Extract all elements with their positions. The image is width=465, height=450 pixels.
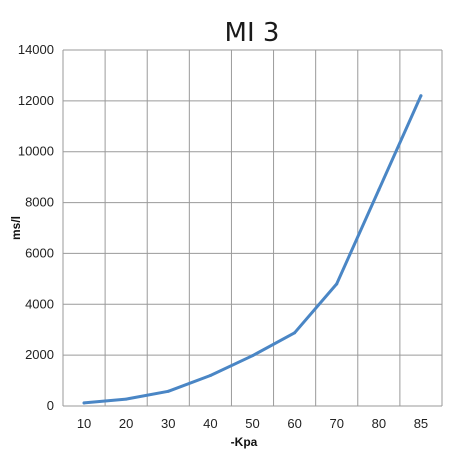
x-tick-label: 30 xyxy=(161,416,175,431)
data-point xyxy=(293,331,297,335)
y-tick-label: 14000 xyxy=(18,42,54,57)
y-tick-label: 8000 xyxy=(25,195,54,210)
data-point xyxy=(377,188,381,192)
x-tick-label: 60 xyxy=(287,416,301,431)
data-point xyxy=(208,373,212,377)
x-axis-label: -Kpa xyxy=(231,435,258,449)
data-point xyxy=(335,282,339,286)
x-tick-label: 10 xyxy=(77,416,91,431)
x-tick-label: 40 xyxy=(203,416,217,431)
y-tick-label: 4000 xyxy=(25,296,54,311)
y-axis-label: ms/l xyxy=(9,216,23,240)
x-tick-label: 80 xyxy=(372,416,386,431)
y-tick-label: 6000 xyxy=(25,245,54,260)
data-point xyxy=(166,389,170,393)
x-tick-label: 85 xyxy=(414,416,428,431)
data-point xyxy=(419,94,423,98)
y-tick-label: 0 xyxy=(47,398,54,413)
data-points xyxy=(82,94,423,405)
y-axis-ticks: 0 2000 4000 6000 8000 10000 12000 14000 xyxy=(18,42,54,413)
data-point xyxy=(124,397,128,401)
x-axis-ticks: 10 20 30 40 50 60 70 80 85 xyxy=(77,416,428,431)
chart-title: MI 3 xyxy=(225,18,280,48)
x-tick-label: 20 xyxy=(119,416,133,431)
data-point xyxy=(82,401,86,405)
y-tick-label: 10000 xyxy=(18,144,54,159)
data-point xyxy=(251,354,254,358)
x-tick-label: 70 xyxy=(329,416,343,431)
y-tick-label: 12000 xyxy=(18,93,54,108)
x-tick-label: 50 xyxy=(245,416,259,431)
y-tick-label: 2000 xyxy=(25,347,54,362)
gridlines xyxy=(62,49,443,407)
